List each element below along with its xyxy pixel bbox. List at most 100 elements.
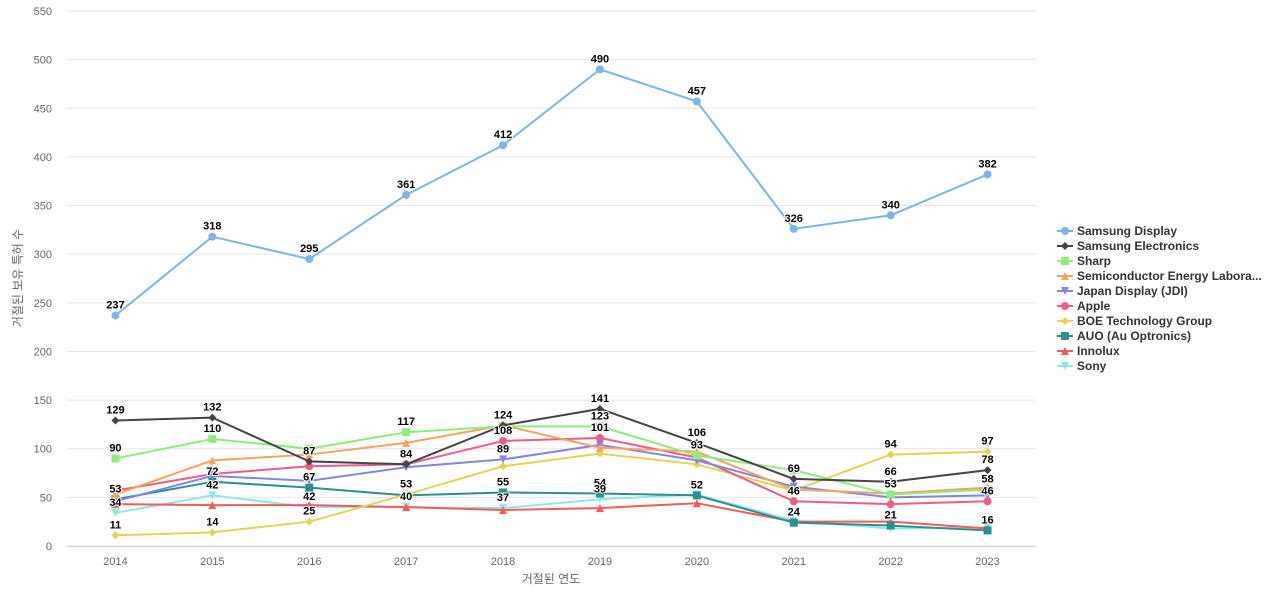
data-point[interactable] [886, 490, 895, 499]
data-point[interactable] [499, 421, 508, 430]
data-point[interactable] [886, 500, 895, 509]
data-point[interactable] [692, 499, 701, 508]
data-point[interactable] [789, 497, 798, 506]
legend-marker[interactable] [1061, 257, 1069, 265]
legend-marker[interactable] [1061, 287, 1069, 295]
legend-item[interactable]: BOE Technology Group [1057, 314, 1212, 328]
data-point[interactable] [983, 447, 992, 456]
data-point[interactable] [595, 404, 604, 413]
series-line[interactable] [114, 68, 989, 317]
data-point[interactable] [499, 462, 508, 471]
legend-item[interactable]: Sharp [1057, 254, 1111, 268]
legend-item[interactable]: Apple [1057, 299, 1111, 313]
data-point[interactable] [983, 497, 992, 506]
data-point[interactable] [208, 491, 217, 500]
data-point[interactable] [402, 190, 411, 199]
data-point[interactable] [983, 526, 992, 535]
data-point[interactable] [886, 211, 895, 220]
data-point[interactable] [595, 422, 604, 431]
data-point[interactable] [499, 141, 508, 150]
data-point[interactable] [595, 504, 604, 513]
data-point[interactable] [402, 490, 411, 499]
legend-marker[interactable] [1061, 242, 1069, 250]
data-point[interactable] [111, 497, 120, 506]
data-point[interactable] [111, 416, 120, 425]
data-point[interactable] [595, 434, 604, 443]
data-point[interactable] [499, 488, 508, 497]
data-point[interactable] [208, 456, 217, 465]
legend-item[interactable]: Innolux [1057, 344, 1120, 358]
legend-marker[interactable] [1061, 332, 1069, 340]
data-point[interactable] [983, 485, 992, 494]
data-point[interactable] [111, 490, 120, 499]
data-point[interactable] [305, 483, 314, 492]
data-point[interactable] [402, 438, 411, 447]
legend-item[interactable]: Semiconductor Energy Labora... [1057, 269, 1262, 283]
data-point[interactable] [111, 508, 120, 517]
data-point[interactable] [305, 501, 314, 510]
data-point[interactable] [305, 255, 314, 264]
data-point[interactable] [208, 528, 217, 537]
data-point[interactable] [208, 413, 217, 422]
data-point[interactable] [305, 450, 314, 459]
data-point[interactable] [208, 477, 217, 486]
data-point[interactable] [595, 443, 604, 452]
data-point[interactable] [305, 457, 314, 466]
data-point[interactable] [305, 476, 314, 485]
legend-item[interactable]: Sony [1057, 359, 1107, 373]
data-point[interactable] [789, 466, 798, 475]
data-point[interactable] [111, 454, 120, 463]
legend-marker[interactable] [1061, 347, 1069, 355]
data-point[interactable] [111, 311, 120, 320]
data-point[interactable] [692, 451, 701, 460]
data-point[interactable] [595, 65, 604, 74]
legend-item[interactable]: Samsung Display [1057, 224, 1177, 238]
data-label: 129 [106, 405, 124, 417]
data-point[interactable] [208, 471, 217, 480]
data-point[interactable] [402, 460, 411, 469]
data-point[interactable] [499, 455, 508, 464]
legend-marker[interactable] [1061, 227, 1069, 235]
data-point[interactable] [305, 444, 314, 453]
data-point[interactable] [111, 531, 120, 540]
data-point[interactable] [208, 501, 217, 510]
data-point[interactable] [983, 170, 992, 179]
data-point[interactable] [886, 521, 895, 530]
legend-item[interactable]: Japan Display (JDI) [1057, 284, 1188, 298]
data-point[interactable] [595, 489, 604, 498]
data-point[interactable] [208, 232, 217, 241]
series-line[interactable] [114, 407, 989, 483]
data-point[interactable] [305, 462, 314, 471]
data-point[interactable] [305, 517, 314, 526]
series-line[interactable] [114, 437, 989, 506]
data-point[interactable] [692, 97, 701, 106]
series-line[interactable] [114, 450, 989, 537]
data-point[interactable] [886, 477, 895, 486]
data-point[interactable] [789, 224, 798, 233]
data-point[interactable] [208, 435, 217, 443]
series-line[interactable] [114, 480, 989, 532]
legend-marker[interactable] [1061, 362, 1069, 370]
data-point[interactable] [402, 503, 411, 512]
data-point[interactable] [789, 485, 798, 494]
legend-marker[interactable] [1061, 272, 1069, 280]
data-point[interactable] [692, 438, 701, 447]
series-line[interactable] [114, 425, 989, 496]
data-point[interactable] [886, 450, 895, 459]
data-point[interactable] [499, 436, 508, 445]
data-point[interactable] [402, 428, 411, 437]
series-japan-display-jdi- [111, 440, 992, 506]
series-line[interactable] [114, 493, 989, 530]
data-point[interactable] [499, 506, 508, 515]
data-point[interactable] [789, 518, 798, 527]
legend-item[interactable]: AUO (Au Optronics) [1057, 329, 1191, 343]
data-point[interactable] [789, 474, 798, 483]
series-line[interactable] [114, 502, 989, 530]
data-point[interactable] [692, 491, 701, 500]
legend-marker[interactable] [1061, 317, 1069, 325]
series-line[interactable] [114, 424, 989, 496]
legend-marker[interactable] [1061, 302, 1069, 310]
legend-item[interactable]: Samsung Electronics [1057, 239, 1199, 253]
data-point[interactable] [983, 466, 992, 475]
